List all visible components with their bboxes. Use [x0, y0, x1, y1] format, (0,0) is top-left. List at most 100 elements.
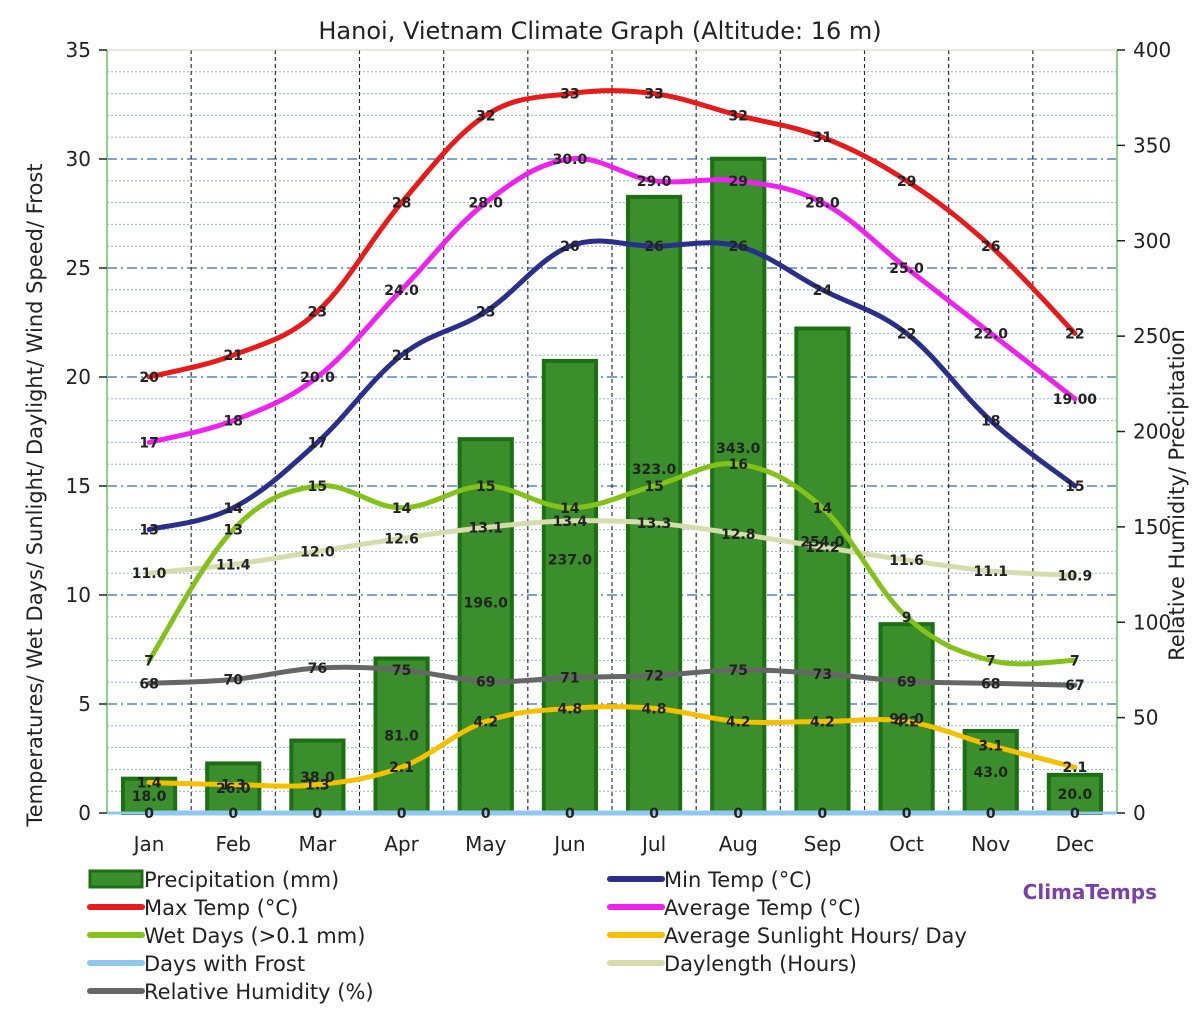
- daylength-data-label: 13.3: [637, 516, 672, 532]
- daylength-data-label: 12.6: [384, 531, 419, 547]
- days-with-frost-data-label: 0: [313, 806, 323, 822]
- precipitation-legend-swatch: [88, 869, 144, 889]
- average-temp-legend-label: Average Temp (°C): [664, 896, 861, 920]
- precipitation-bar: [457, 437, 514, 815]
- wet-days-data-label: 15: [476, 479, 495, 495]
- average-temp-data-label: 29: [729, 174, 748, 190]
- min-temp-data-label: 22: [897, 326, 916, 342]
- precipitation-legend-label: Precipitation (mm): [144, 868, 339, 892]
- precipitation-bar: [541, 358, 599, 815]
- relative-humidity-data-label: 70: [224, 672, 244, 688]
- days-with-frost-data-label: 0: [818, 806, 828, 822]
- average-sunlight-hours-day-data-label: 4.2: [473, 714, 498, 730]
- precipitation-data-label: 254.0: [800, 535, 845, 551]
- y-left-tick-label: 25: [66, 256, 91, 280]
- average-sunlight-hours-day-data-label: 1.4: [137, 775, 162, 791]
- precipitation-bar: [373, 656, 430, 815]
- min-temp-data-label: 21: [392, 348, 411, 364]
- grid: [106, 49, 1118, 813]
- wet-days-data-label: 13: [224, 523, 243, 539]
- average-temp-data-label: 20.0: [300, 370, 335, 386]
- daylength-data-label: 11.0: [132, 566, 167, 582]
- precipitation-data-label: 81.0: [384, 729, 419, 745]
- precipitation-bar: [710, 156, 767, 816]
- precipitation-bar: [289, 738, 346, 816]
- y-right-tick-label: 400: [1133, 38, 1171, 62]
- max-temp-data-label: 29: [897, 174, 916, 190]
- wet-days-data-label: 14: [560, 501, 580, 517]
- max-temp-data-label: 33: [644, 87, 663, 103]
- x-tick-label: Dec: [1056, 832, 1095, 856]
- legend: Precipitation (mm) Min Temp (°C) Max Temp …: [87, 868, 967, 1004]
- precipitation-data-label: 237.0: [548, 552, 593, 568]
- relative-humidity-data-label: 76: [308, 661, 327, 677]
- x-tick-label: Jan: [132, 832, 165, 856]
- average-sunlight-hours-day-data-label: 4.8: [642, 701, 667, 717]
- wet-days-data-label: 15: [644, 479, 663, 495]
- days-with-frost-data-label: 0: [902, 806, 912, 822]
- average-temp-data-label: 22.0: [973, 326, 1008, 342]
- daylength-legend-label: Daylength (Hours): [664, 952, 857, 976]
- average-sunlight-hours-day-data-label: 1.3: [221, 778, 246, 794]
- average-sunlight-hours-day-data-label: 2.1: [389, 760, 414, 776]
- relative-humidity-data-label: 67: [1065, 678, 1084, 694]
- min-temp-data-label: 23: [476, 305, 495, 321]
- min-temp-data-label: 17: [308, 435, 327, 451]
- wet-days-data-label: 15: [308, 479, 327, 495]
- relative-humidity-data-label: 69: [476, 674, 495, 690]
- average-temp-data-label: 30.0: [553, 152, 588, 168]
- y-left-tick-label: 10: [66, 583, 91, 607]
- daylength-data-label: 11.6: [889, 553, 924, 569]
- min-temp-data-label: 14: [224, 501, 244, 517]
- y-left-tick-label: 20: [66, 365, 91, 389]
- wet-days-data-label: 14: [392, 501, 412, 517]
- average-temp-data-label: 28.0: [805, 196, 840, 212]
- relative-humidity-data-label: 69: [897, 674, 916, 690]
- average-sunlight-hours-day-legend-label: Average Sunlight Hours/ Day: [664, 924, 967, 948]
- y-left-tick-label: 5: [78, 692, 91, 716]
- max-temp-data-label: 31: [813, 130, 832, 146]
- precipitation-data-label: 99.0: [889, 712, 924, 728]
- precipitation-data-label: 18.0: [132, 789, 167, 805]
- wet-days-data-label: 16: [729, 457, 748, 473]
- y-right-tick-label: 250: [1133, 324, 1171, 348]
- days-with-frost-data-label: 0: [986, 806, 996, 822]
- precipitation-data-label: 38.0: [300, 770, 335, 786]
- min-temp-data-label: 13: [139, 523, 158, 539]
- precipitation-data-label: 26.0: [216, 781, 251, 797]
- min-temp-line: [146, 238, 1078, 533]
- x-tick-label: Mar: [299, 832, 338, 856]
- average-sunlight-hours-day-data-label: 4.8: [558, 701, 583, 717]
- days-with-frost-legend-label: Days with Frost: [144, 952, 305, 976]
- max-temp-data-label: 20: [139, 370, 159, 386]
- relative-humidity-data-label: 71: [560, 671, 579, 687]
- wet-days-line: [146, 461, 1078, 667]
- y-right-tick-label: 50: [1133, 706, 1158, 730]
- x-tick-label: Sep: [804, 832, 842, 856]
- max-temp-data-label: 26: [981, 239, 1000, 255]
- wet-days-data-label: 7: [1070, 653, 1080, 669]
- average-temp-data-label: 25.0: [889, 261, 924, 277]
- x-tick-label: May: [465, 832, 507, 856]
- daylength-line: [146, 518, 1078, 578]
- wet-days-data-label: 9: [902, 610, 912, 626]
- average-temp-data-label: 18: [224, 414, 243, 430]
- max-temp-data-label: 32: [476, 108, 495, 124]
- min-temp-data-label: 26: [729, 239, 748, 255]
- precipitation-bar: [794, 326, 851, 815]
- daylength-data-label: 11.4: [216, 557, 251, 573]
- min-temp-data-label: 24: [813, 283, 833, 299]
- x-tick-label: Apr: [384, 832, 419, 856]
- precipitation-bar: [205, 761, 262, 816]
- min-temp-data-label: 15: [1065, 479, 1084, 495]
- days-with-frost-data-label: 0: [228, 806, 238, 822]
- days-with-frost-data-label: 0: [397, 806, 407, 822]
- min-temp-legend-label: Min Temp (°C): [664, 868, 812, 892]
- y-axis-right-title: Relative Humidity/ Precipitation: [1165, 329, 1189, 661]
- precipitation-data-label: 20.0: [1058, 787, 1093, 803]
- days-with-frost-data-label: 0: [1070, 806, 1080, 822]
- wet-days-data-label: 7: [986, 653, 996, 669]
- y-right-tick-label: 200: [1133, 420, 1171, 444]
- daylength-data-label: 13.1: [468, 520, 503, 536]
